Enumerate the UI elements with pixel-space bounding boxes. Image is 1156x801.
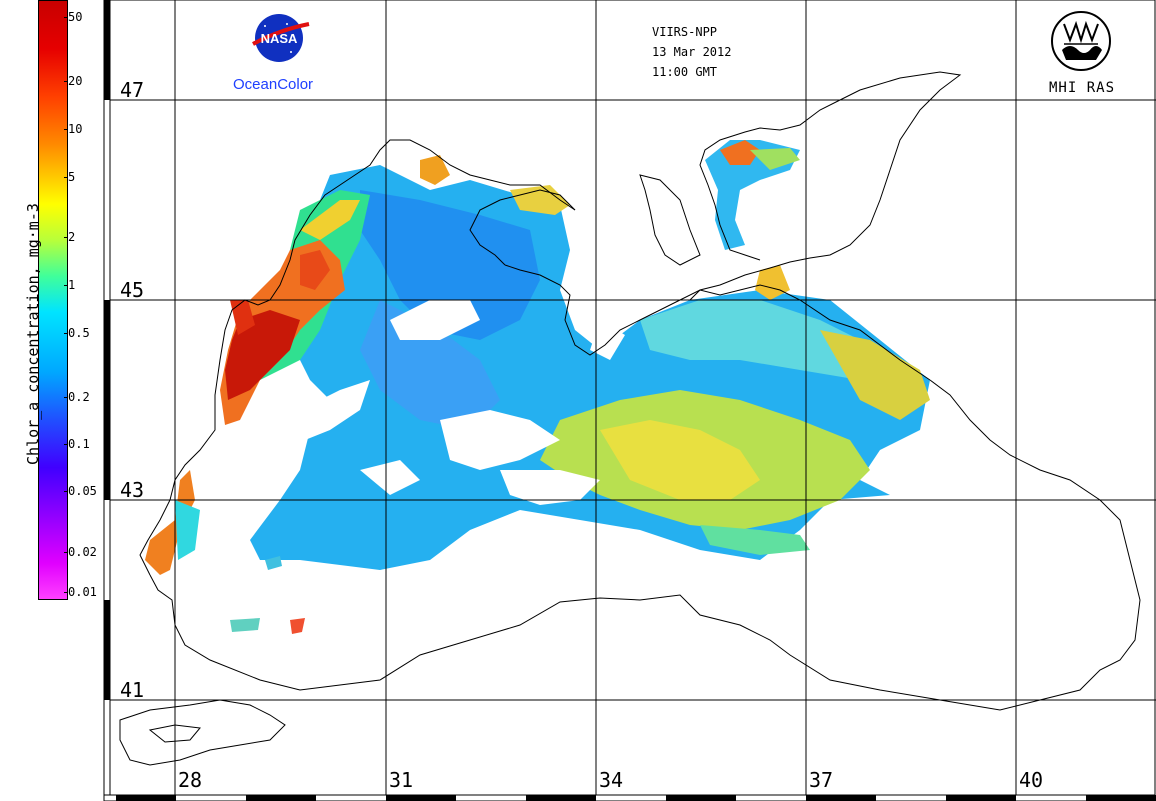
colorbar (38, 0, 68, 600)
lat-label-45: 45 (120, 278, 145, 302)
coastline (119, 71, 1141, 766)
date-label: 13 Mar 2012 (652, 45, 732, 59)
colorbar-tick: 0.2 (64, 390, 90, 404)
colorbar-title: Chlor_a concentration, mg·m-3 (24, 203, 42, 465)
lon-label-28: 28 (178, 768, 203, 792)
lon-label-37: 37 (809, 768, 834, 792)
colorbar-tick: 1 (63, 278, 76, 292)
colorbar-tick: 10 (63, 122, 83, 136)
lat-label-41: 41 (120, 678, 145, 702)
colorbar-tick: 50 (63, 10, 83, 24)
lat-lon-grid (104, 0, 1156, 795)
mhi-ras-label: MHI RAS (1049, 80, 1116, 96)
lat-label-43: 43 (120, 478, 145, 502)
colorbar-tick: 20 (63, 74, 83, 88)
map-frame (103, 0, 1156, 801)
colorbar-tick: 0.5 (64, 326, 90, 340)
lat-label-47: 47 (120, 78, 145, 102)
mhi-logo (1051, 11, 1111, 71)
colorbar-tick: 0.1 (64, 437, 90, 451)
oceancolor-label: OceanColor (233, 76, 314, 93)
sensor-label: VIIRS-NPP (652, 25, 718, 39)
nasa-logo-text: NASA (261, 31, 298, 46)
chlorophyll-field (145, 140, 930, 634)
lon-label-34: 34 (599, 768, 624, 792)
colorbar-tick: 2 (63, 230, 76, 244)
colorbar-ticks: 50 20 10 5 2 1 0.5 0.2 0.1 0.05 0.02 0.0… (63, 0, 104, 600)
lon-label-40: 40 (1019, 768, 1044, 792)
nasa-logo: NASA (252, 14, 310, 62)
colorbar-tick: 0.02 (64, 545, 97, 559)
time-label: 11:00 GMT (652, 65, 718, 79)
lon-label-31: 31 (389, 768, 414, 792)
colorbar-tick: 0.05 (64, 484, 97, 498)
colorbar-tick: 0.01 (64, 585, 97, 599)
colorbar-tick: 5 (63, 170, 76, 184)
